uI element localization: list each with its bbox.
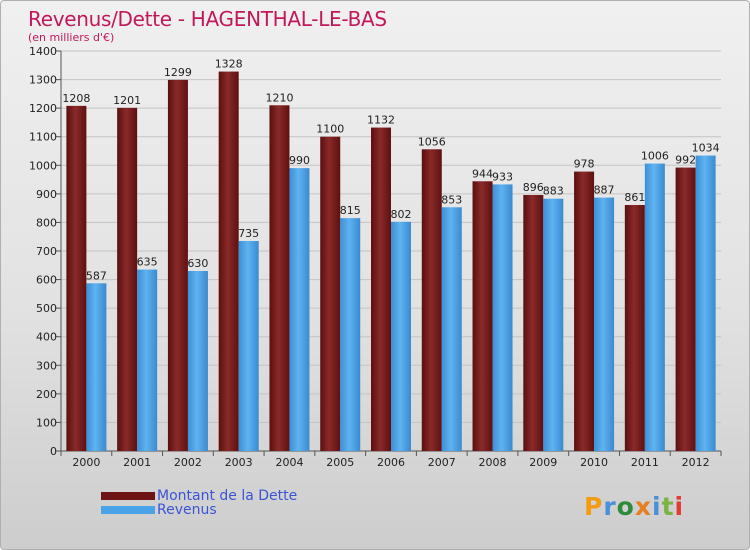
bar-revenue <box>137 269 158 451</box>
y-tick-label: 1400 <box>29 45 57 58</box>
bar-debt <box>523 195 544 451</box>
x-tick-label: 2009 <box>529 456 557 469</box>
data-label-debt: 978 <box>574 158 595 171</box>
proxiti-logo: Proxiti <box>584 492 684 521</box>
legend-swatch-revenue <box>101 506 155 514</box>
y-tick-label: 800 <box>36 216 57 229</box>
data-label-revenue: 990 <box>289 154 310 167</box>
bar-revenue <box>187 271 208 451</box>
data-label-revenue: 635 <box>137 256 158 269</box>
y-tick-label: 1300 <box>29 74 57 87</box>
legend-label-debt: Montant de la Dette <box>157 488 298 504</box>
bar-debt <box>624 205 645 451</box>
bar-revenue <box>594 197 615 451</box>
bar-revenue <box>441 207 462 451</box>
x-tick-label: 2005 <box>326 456 354 469</box>
x-tick-label: 2007 <box>428 456 456 469</box>
bar-revenue <box>340 218 361 451</box>
data-label-debt: 1328 <box>215 58 243 71</box>
x-tick-label: 2001 <box>123 456 151 469</box>
logo-letter: x <box>634 492 652 521</box>
bar-debt <box>117 107 138 451</box>
bar-debt <box>167 79 188 451</box>
bar-revenue <box>492 184 513 451</box>
y-tick-label: 600 <box>36 274 57 287</box>
data-label-debt: 1056 <box>418 135 446 148</box>
data-label-revenue: 815 <box>340 204 361 217</box>
x-tick-label: 2011 <box>631 456 659 469</box>
data-label-revenue: 887 <box>594 184 615 197</box>
y-tick-label: 500 <box>36 302 57 315</box>
data-label-revenue: 1006 <box>641 150 669 163</box>
x-tick-label: 2002 <box>174 456 202 469</box>
x-tick-label: 2006 <box>377 456 405 469</box>
bar-debt <box>472 181 493 452</box>
bar-debt <box>66 105 87 451</box>
data-label-debt: 944 <box>472 167 493 180</box>
chart-title: Revenus/Dette - HAGENTHAL-LE-BAS <box>28 7 387 31</box>
y-tick-label: 200 <box>36 388 57 401</box>
data-label-revenue: 587 <box>86 269 107 282</box>
data-label-debt: 1210 <box>265 91 293 104</box>
logo-letter: o <box>616 492 635 521</box>
x-tick-label: 2003 <box>225 456 253 469</box>
legend-swatch-debt <box>101 492 155 500</box>
data-label-debt: 1201 <box>113 94 141 107</box>
data-label-revenue: 933 <box>492 170 513 183</box>
bar-debt <box>371 127 391 452</box>
bar-debt <box>320 136 341 451</box>
bar-debt <box>675 167 696 452</box>
y-tick-label: 1100 <box>29 131 57 144</box>
data-label-revenue: 853 <box>441 193 462 206</box>
data-label-debt: 992 <box>675 154 696 167</box>
y-tick-label: 1200 <box>29 102 57 115</box>
logo-letter: P <box>584 492 604 521</box>
legend-label-revenue: Revenus <box>157 502 217 518</box>
y-tick-label: 1000 <box>29 159 57 172</box>
bar-revenue <box>695 155 716 452</box>
data-label-revenue: 630 <box>187 257 208 270</box>
bar-debt <box>421 149 442 452</box>
y-tick-label: 400 <box>36 331 57 344</box>
bar-revenue <box>238 241 259 451</box>
x-tick-label: 2012 <box>682 456 710 469</box>
y-tick-label: 700 <box>36 245 57 258</box>
data-label-debt: 896 <box>523 181 544 194</box>
logo-letter: i <box>674 492 685 521</box>
y-tick-label: 100 <box>36 416 57 429</box>
legend-item-revenue: Revenus <box>101 502 217 518</box>
y-tick-label: 900 <box>36 188 57 201</box>
x-tick-label: 2004 <box>275 456 303 469</box>
y-tick-label: 0 <box>50 445 57 458</box>
x-tick-label: 2008 <box>479 456 507 469</box>
bar-revenue <box>644 163 665 452</box>
data-label-debt: 1299 <box>164 66 192 79</box>
bar-revenue <box>86 283 107 451</box>
logo-letter: t <box>661 492 675 521</box>
bar-debt <box>218 71 239 452</box>
logo-letter: i <box>652 492 662 521</box>
x-tick-label: 2010 <box>580 456 608 469</box>
data-label-revenue: 1034 <box>692 142 720 155</box>
data-label-debt: 1208 <box>62 92 90 105</box>
x-tick-label: 2000 <box>72 456 100 469</box>
data-label-revenue: 802 <box>391 208 412 221</box>
chart-subtitle: (en milliers d'€) <box>28 31 115 44</box>
data-label-debt: 1100 <box>316 123 344 136</box>
legend-item-debt: Montant de la Dette <box>101 488 297 504</box>
data-label-debt: 1132 <box>367 114 395 127</box>
bar-debt <box>574 171 595 452</box>
bar-revenue <box>543 198 564 451</box>
data-label-revenue: 883 <box>543 185 564 198</box>
bar-revenue <box>289 168 310 451</box>
logo-letter: r <box>603 492 617 521</box>
y-tick-label: 300 <box>36 359 57 372</box>
data-label-debt: 861 <box>624 191 645 204</box>
bar-revenue <box>391 221 411 451</box>
data-label-revenue: 735 <box>238 227 259 240</box>
bar-debt <box>269 105 290 452</box>
